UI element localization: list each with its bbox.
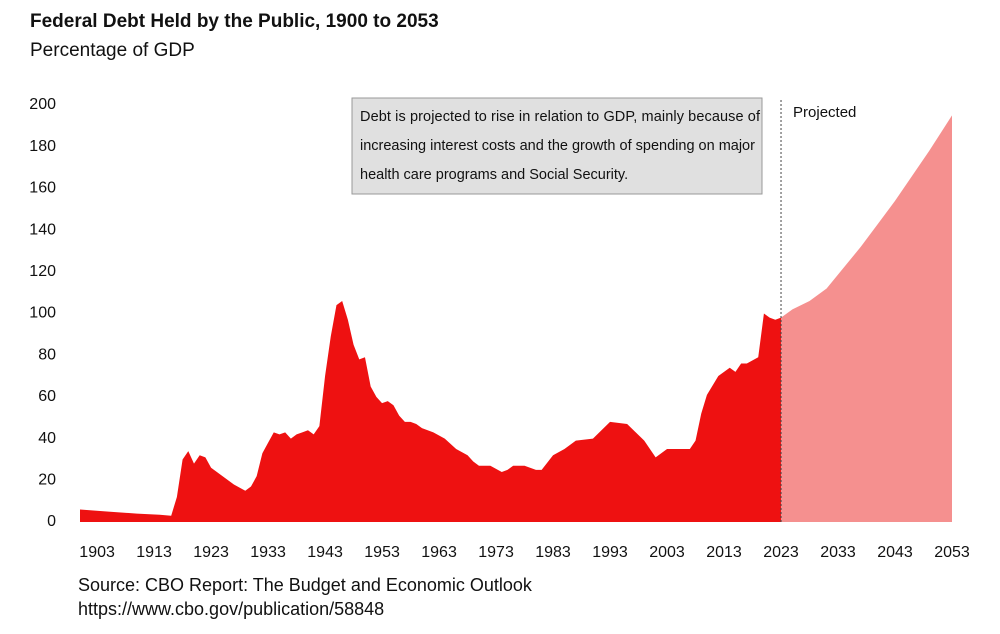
x-tick-label: 1993 <box>592 544 628 561</box>
annotation-text: increasing interest costs and the growth… <box>360 138 755 154</box>
annotation-text: health care programs and Social Security… <box>360 167 628 183</box>
x-tick-label: 2043 <box>877 544 913 561</box>
y-tick-label: 60 <box>38 388 56 405</box>
y-tick-label: 160 <box>29 180 56 197</box>
projection-label: Projected <box>793 104 856 121</box>
source: Source: CBO Report: The Budget and Econo… <box>78 575 533 595</box>
x-tick-label: 2033 <box>820 544 856 561</box>
y-tick-label: 100 <box>29 305 56 322</box>
x-tick-label: 1983 <box>535 544 571 561</box>
x-tick-label: 1943 <box>307 544 343 561</box>
area <box>80 300 782 522</box>
x-tick-label: 1933 <box>250 544 286 561</box>
x-tick-label: 1923 <box>193 544 229 561</box>
x-tick-label: 1953 <box>364 544 400 561</box>
x-tick-label: 2003 <box>649 544 685 561</box>
y-tick-label: 120 <box>29 263 56 280</box>
x-tick-label: 2013 <box>706 544 742 561</box>
x-tick-label: 2053 <box>934 544 970 561</box>
y-tick-label: 0 <box>47 513 56 530</box>
x-tick-label: 1973 <box>478 544 514 561</box>
x-tick-label: 2023 <box>763 544 799 561</box>
y-tick-label: 140 <box>29 221 56 238</box>
area <box>781 115 952 523</box>
x-tick-label: 1963 <box>421 544 457 561</box>
x-tick-label: 1913 <box>136 544 172 561</box>
annotation-box <box>351 97 763 195</box>
y-tick-label: 200 <box>29 96 56 113</box>
annotation-text: Debt is projected to rise in relation to… <box>360 109 761 125</box>
y-tick-label: 20 <box>38 472 56 489</box>
x-tick-label: 1903 <box>79 544 115 561</box>
y-tick-label: 180 <box>29 138 56 155</box>
y-tick-label: 40 <box>38 430 56 447</box>
chart-title: Federal Debt Held by the Public, 1900 to… <box>30 11 439 32</box>
chart-subtitle: Percentage of GDP <box>30 40 195 61</box>
source-url: https://www.cbo.gov/publication/58848 <box>78 599 384 619</box>
y-tick-label: 80 <box>38 346 56 363</box>
